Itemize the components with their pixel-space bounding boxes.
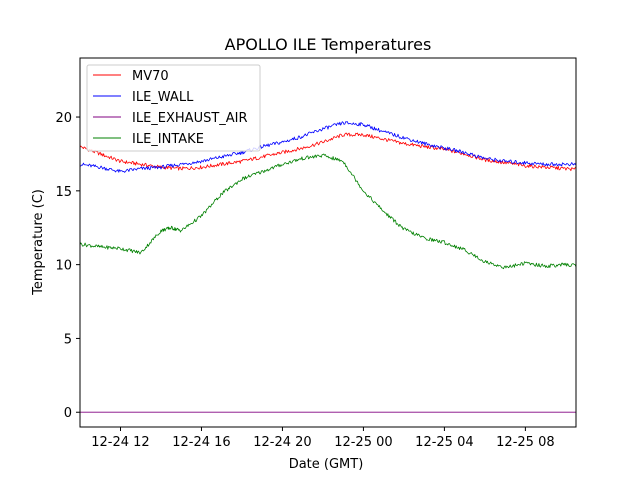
x-tick-label: 12-24 20 (253, 435, 311, 450)
y-tick-label: 0 (64, 406, 72, 421)
y-axis-label: Temperature (C) (31, 189, 46, 296)
series-layer (80, 121, 576, 413)
x-tick-label: 12-24 12 (91, 435, 149, 450)
plot-frame (79, 57, 577, 428)
legend-label: ILE_INTAKE (132, 132, 204, 147)
series-line-ile-wall (80, 121, 576, 173)
x-tick-label: 12-25 00 (334, 435, 392, 450)
y-tick-label: 20 (55, 111, 72, 126)
legend-label: ILE_EXHAUST_AIR (132, 111, 248, 126)
legend: MV70 ILE_WALL ILE_EXHAUST_AIR ILE_INTAKE (86, 64, 261, 152)
y-tick-label: 10 (55, 259, 72, 274)
x-tick-label: 12-25 08 (496, 435, 554, 450)
y-tick-label: 5 (64, 332, 72, 347)
series-line-mv70 (80, 132, 576, 172)
legend-label: ILE_WALL (132, 90, 194, 105)
chart-title: APOLLO ILE Temperatures (225, 35, 432, 54)
x-tick-label: 12-24 16 (172, 435, 230, 450)
y-tick-label: 15 (55, 185, 72, 200)
y-axis: 0 5 10 15 20 (55, 111, 80, 421)
legend-box (86, 64, 261, 152)
series-line-ile-intake (80, 153, 576, 270)
x-axis-label: Date (GMT) (289, 457, 364, 472)
x-tick-label: 12-25 04 (415, 435, 473, 450)
x-axis: 12-24 12 12-24 16 12-24 20 12-25 00 12-25 04… (91, 427, 555, 450)
legend-label: MV70 (132, 69, 169, 84)
